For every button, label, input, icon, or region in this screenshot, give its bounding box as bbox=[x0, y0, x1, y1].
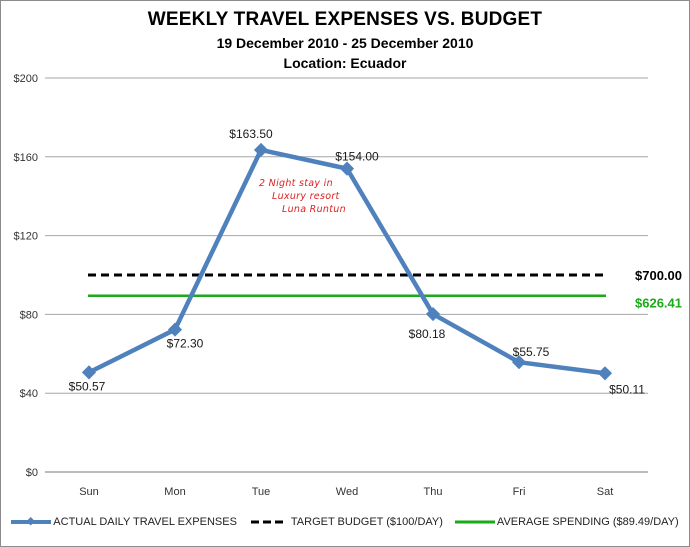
data-point-diamond-icon bbox=[425, 306, 441, 322]
y-tick-label: $120 bbox=[14, 231, 38, 243]
legend-label-actual: ACTUAL DAILY TRAVEL EXPENSES bbox=[53, 516, 237, 528]
annotation-text: Luna Runtun bbox=[282, 204, 346, 215]
x-tick-label: Mon bbox=[164, 486, 185, 498]
data-label: $72.30 bbox=[167, 337, 204, 351]
chart-location: Location: Ecuador bbox=[283, 55, 407, 71]
annotation-text: Luxury resort bbox=[272, 191, 341, 202]
x-tick-label: Tue bbox=[252, 486, 271, 498]
data-label: $80.18 bbox=[409, 327, 446, 341]
data-label: $163.50 bbox=[229, 127, 273, 141]
y-tick-label: $160 bbox=[14, 152, 38, 164]
data-point-diamond-icon bbox=[511, 355, 527, 370]
data-point-diamond-icon bbox=[81, 365, 97, 380]
x-tick-label: Thu bbox=[424, 486, 443, 498]
x-tick-label: Wed bbox=[336, 486, 358, 498]
y-tick-label: $80 bbox=[20, 309, 38, 321]
legend-line-dashed-icon bbox=[250, 520, 287, 524]
data-point-diamond-icon bbox=[167, 322, 183, 337]
budget-total-label: $700.00 bbox=[635, 268, 682, 283]
chart-subtitle: 19 December 2010 - 25 December 2010 bbox=[216, 35, 474, 51]
x-tick-label: Fri bbox=[513, 486, 526, 498]
x-tick-label: Sat bbox=[597, 486, 614, 498]
data-point-diamond-icon bbox=[339, 161, 355, 176]
legend-item-target: TARGET BUDGET ($100/DAY) bbox=[249, 516, 443, 528]
legend-label-target: TARGET BUDGET ($100/DAY) bbox=[290, 516, 443, 528]
data-label: $50.11 bbox=[609, 382, 645, 396]
x-tick-label: Sun bbox=[79, 486, 99, 498]
y-tick-label: $200 bbox=[14, 73, 38, 85]
y-tick-label: $0 bbox=[26, 467, 38, 479]
data-label: $154.00 bbox=[335, 150, 379, 164]
legend-line-solid-icon bbox=[454, 520, 495, 524]
chart-title: WEEKLY TRAVEL EXPENSES VS. BUDGET bbox=[147, 9, 543, 30]
legend-label-average: AVERAGE SPENDING ($89.49/DAY) bbox=[496, 516, 679, 528]
data-label: $50.57 bbox=[69, 379, 106, 393]
legend-item-actual: ACTUAL DAILY TRAVEL EXPENSES bbox=[11, 516, 237, 528]
data-point-diamond-icon bbox=[597, 366, 613, 381]
legend-line-diamond-icon bbox=[11, 517, 52, 526]
annotation-text: 2 Night stay in bbox=[259, 178, 333, 189]
legend-item-average: AVERAGE SPENDING ($89.49/DAY) bbox=[454, 516, 679, 528]
y-tick-label: $40 bbox=[20, 388, 38, 400]
actual-total-label: $626.41 bbox=[635, 296, 682, 311]
legend: ACTUAL DAILY TRAVEL EXPENSES TARGET BUDG… bbox=[0, 516, 690, 528]
data-point-diamond-icon bbox=[253, 142, 269, 157]
data-label: $55.75 bbox=[513, 345, 550, 359]
